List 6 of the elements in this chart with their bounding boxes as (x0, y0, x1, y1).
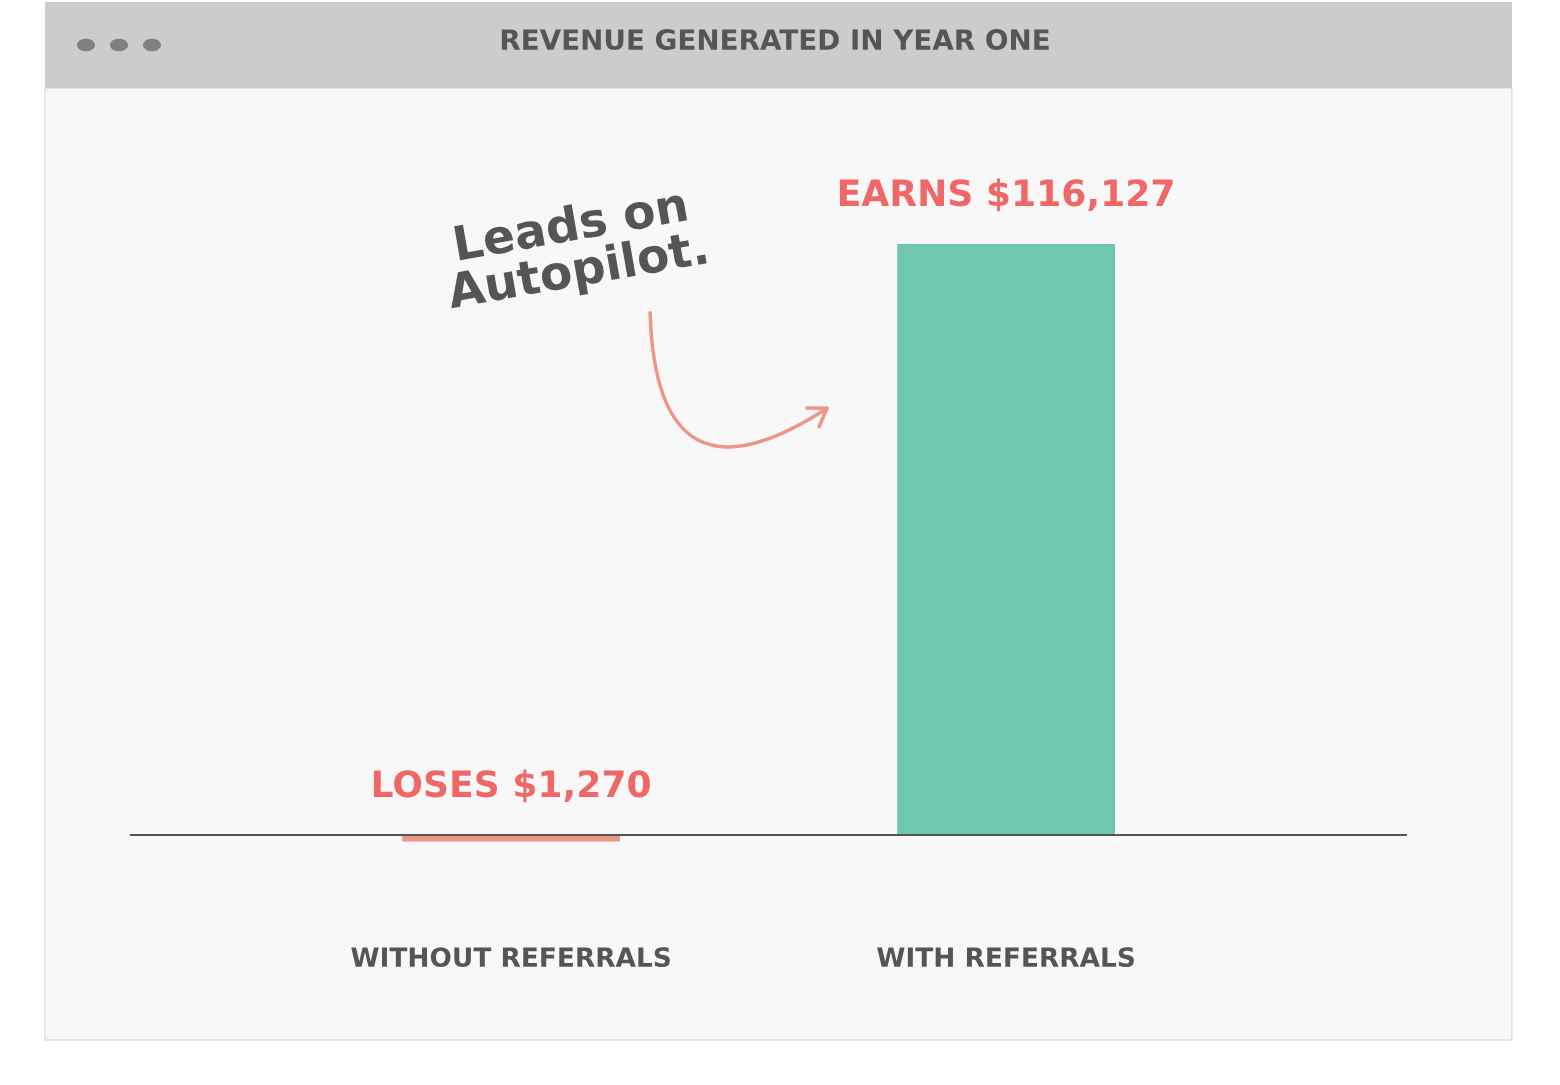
x-tick-label: WITHOUT REFERRALS (351, 947, 670, 968)
chart-title: REVENUE GENERATED IN YEAR ONE (501, 29, 1049, 51)
data-label: LOSES $1,270 (373, 769, 650, 803)
annotation: Leads on Autopilot. (445, 184, 709, 318)
data-label: EARNS $116,127 (839, 178, 1173, 212)
x-tick-label: WITH REFERRALS (877, 947, 1134, 968)
